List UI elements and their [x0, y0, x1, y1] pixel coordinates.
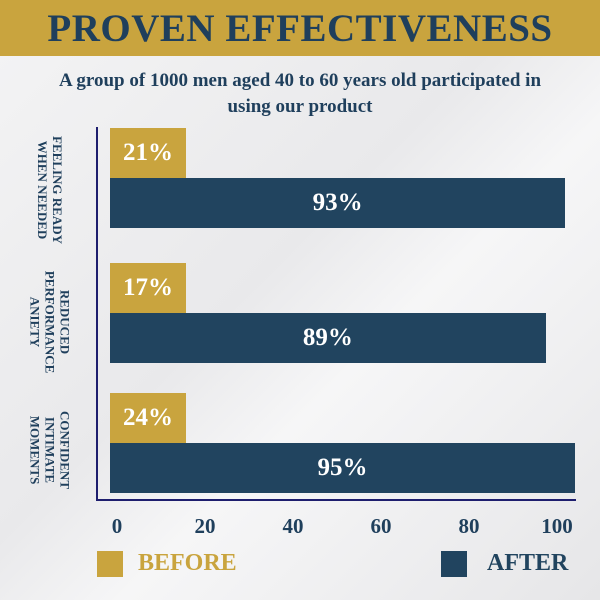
x-tick-label: 100 — [541, 514, 573, 538]
category-label-line: INTIMATE — [42, 416, 58, 484]
bar-after: 93% — [110, 178, 566, 228]
category-label-line: MOMENTS — [27, 415, 43, 485]
subtitle-line-1: A group of 1000 men aged 40 to 60 years … — [58, 70, 542, 91]
bar-before: 17% — [110, 263, 186, 313]
legend-swatch-before — [97, 551, 123, 577]
x-tick-label: 40 — [282, 514, 304, 538]
category-label-line: WHEN NEEDED — [35, 140, 50, 240]
x-tick-label: 0 — [111, 514, 123, 538]
bar-after: 95% — [110, 443, 575, 493]
x-tick-label: 60 — [370, 514, 392, 538]
legend-label-after: AFTER — [487, 550, 569, 576]
header-band: PROVEN EFFECTIVENESS — [0, 0, 600, 56]
x-tick-label: 80 — [458, 514, 480, 538]
y-axis-line — [96, 127, 98, 501]
category-label-line: FEELING READY — [50, 136, 65, 244]
x-tick-label: 20 — [194, 514, 216, 538]
category-label: CONFIDENT INTIMATE MOMENTS — [28, 388, 73, 512]
category-label: REDUCED PERFORMANCE ANIETY — [28, 260, 73, 384]
legend-label-before: BEFORE — [138, 550, 237, 576]
category-label-line: PERFORMANCE — [42, 270, 58, 374]
legend-swatch-after — [441, 551, 467, 577]
title: PROVEN EFFECTIVENESS — [47, 6, 553, 50]
x-axis-line — [96, 499, 576, 501]
bar-before: 21% — [110, 128, 186, 178]
category-label: FEELING READY WHEN NEEDED — [35, 128, 65, 252]
subtitle-line-2: using our product — [227, 96, 373, 117]
category-label-line: REDUCED — [57, 289, 73, 355]
bar-before: 24% — [110, 393, 186, 443]
category-label-line: ANIETY — [27, 296, 43, 348]
category-label-line: CONFIDENT — [57, 410, 73, 489]
bar-after: 89% — [110, 313, 546, 363]
subtitle: A group of 1000 men aged 40 to 60 years … — [0, 68, 600, 120]
